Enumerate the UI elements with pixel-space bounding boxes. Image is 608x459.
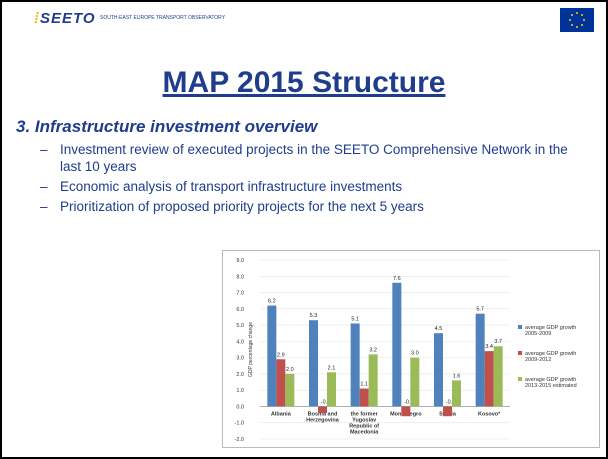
y-tick-label: -2.0 bbox=[235, 437, 244, 443]
x-tick-label: Albania bbox=[271, 411, 292, 417]
value-label: 3.2 bbox=[369, 347, 377, 353]
bullet: – Prioritization of proposed priority pro… bbox=[40, 199, 424, 214]
bar bbox=[276, 359, 286, 407]
bullet: – Economic analysis of transport infrastr… bbox=[40, 179, 403, 194]
x-tick-label: Kosovo* bbox=[478, 411, 501, 417]
value-label: -0.4 bbox=[321, 399, 330, 405]
bullet-text: Economic analysis of transport infrastru… bbox=[60, 179, 403, 194]
x-tick-label: the former Yugoslav Republic of Macedonia bbox=[349, 411, 379, 435]
x-tick-label: Bosnia and Herzegovina bbox=[306, 411, 340, 423]
value-label: 7.6 bbox=[393, 276, 401, 282]
value-label: 1.6 bbox=[453, 373, 461, 379]
y-tick-label: 2.0 bbox=[236, 372, 244, 378]
title: MAP 2015 Structure bbox=[162, 66, 446, 99]
bar bbox=[392, 282, 402, 407]
legend-label: average GDP growth 2009-2012 bbox=[525, 351, 576, 363]
legend-swatch bbox=[518, 325, 522, 329]
value-label: 2.1 bbox=[328, 365, 336, 371]
bar bbox=[327, 372, 336, 407]
y-tick-label: 9.0 bbox=[236, 258, 244, 264]
bar bbox=[267, 305, 277, 407]
bar bbox=[309, 320, 318, 407]
value-label: -0.6 bbox=[404, 399, 413, 405]
bar bbox=[285, 373, 295, 407]
y-tick-label: 8.0 bbox=[236, 274, 244, 280]
value-label: 3.0 bbox=[411, 351, 419, 357]
bar bbox=[401, 406, 411, 417]
bar bbox=[434, 333, 443, 407]
y-axis-label: GDP percentage change bbox=[248, 322, 254, 377]
y-tick-label: -1.0 bbox=[235, 421, 244, 427]
eu-flag bbox=[560, 8, 594, 32]
bullet-text: Investment review of executed projects i… bbox=[60, 142, 568, 174]
value-label: -0.6 bbox=[446, 399, 455, 405]
bullet: – Investment review of executed projects … bbox=[40, 141, 580, 175]
value-label: 4.5 bbox=[435, 326, 443, 332]
legend-label: average GDP growth 2013-2015 estimated bbox=[525, 377, 577, 389]
bar bbox=[368, 354, 378, 407]
bar bbox=[350, 323, 360, 407]
legend-swatch bbox=[518, 377, 522, 381]
y-tick-label: 3.0 bbox=[236, 356, 244, 362]
value-label: 5.7 bbox=[476, 307, 484, 313]
y-tick-label: 6.0 bbox=[236, 307, 244, 313]
bullet-list: – Investment review of executed projects … bbox=[40, 141, 580, 215]
legend-label: average GDP growth 2005-2009 bbox=[525, 325, 576, 337]
y-tick-label: 5.0 bbox=[236, 323, 244, 329]
value-label: 3.7 bbox=[494, 339, 502, 345]
value-label: 5.1 bbox=[351, 316, 359, 322]
logo: ⁞SEETO bbox=[34, 10, 96, 27]
bullet-text: Prioritization of proposed priority proj… bbox=[60, 199, 424, 214]
value-label: 2.9 bbox=[277, 352, 285, 358]
value-label: 2.0 bbox=[286, 367, 294, 373]
bar bbox=[410, 357, 420, 407]
y-tick-label: 0.0 bbox=[236, 404, 244, 410]
bar bbox=[475, 313, 485, 407]
value-label: 6.2 bbox=[268, 299, 276, 305]
bar bbox=[493, 346, 503, 407]
value-label: 3.4 bbox=[485, 344, 493, 350]
value-label: 1.1 bbox=[360, 382, 368, 388]
chart-frame bbox=[222, 250, 600, 448]
subtitle: 3. Infrastructure investment overview bbox=[16, 117, 318, 136]
y-tick-label: 1.0 bbox=[236, 388, 244, 394]
bar bbox=[318, 406, 327, 413]
y-tick-label: 7.0 bbox=[236, 291, 244, 297]
tagline: SOUTH-EAST EUROPE TRANSPORT OBSERVATORY bbox=[100, 15, 226, 21]
chart: -2.0 -1.0 0.0 1.0 2.0 3.0 4.0 5.0 6.0 7.0 8.0 9.0 GD… bbox=[222, 250, 600, 448]
bar bbox=[443, 406, 452, 417]
y-tick-label: 4.0 bbox=[236, 339, 244, 345]
value-label: 5.3 bbox=[310, 313, 318, 319]
logo-text: SEETO bbox=[40, 10, 96, 27]
bar bbox=[359, 388, 369, 407]
bar bbox=[452, 380, 461, 407]
bar bbox=[484, 351, 494, 407]
legend-swatch bbox=[518, 351, 522, 355]
